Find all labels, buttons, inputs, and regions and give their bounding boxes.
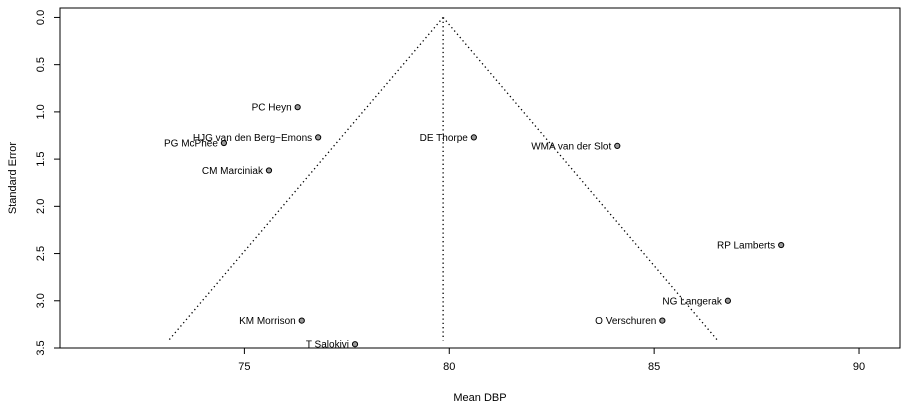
data-point-group: KM Morrison	[239, 316, 305, 327]
x-tick-label: 85	[648, 361, 660, 373]
data-point	[265, 167, 273, 174]
data-point-group: PC Heyn	[252, 103, 301, 114]
data-point-label: NG Langerak	[662, 296, 722, 307]
data-point-group: CM Marciniak	[202, 166, 273, 177]
data-point	[351, 341, 359, 348]
data-point	[724, 297, 732, 304]
data-point-label: O Verschuren	[595, 316, 656, 327]
funnel-left-line	[168, 17, 444, 341]
y-tick-label: 0.0	[35, 10, 47, 25]
y-tick-label: 3.0	[35, 293, 47, 308]
data-point	[614, 142, 621, 149]
data-point-group: O Verschuren	[595, 316, 666, 327]
data-point-label: CM Marciniak	[202, 166, 264, 177]
data-point	[315, 134, 322, 141]
data-point	[659, 317, 666, 324]
data-point-label: PG McPhee	[164, 139, 218, 150]
data-point-label: RP Lamberts	[717, 241, 775, 252]
data-point-group: T Salokivi	[306, 340, 359, 351]
data-point	[220, 139, 228, 147]
y-tick-label: 3.5	[35, 340, 47, 355]
data-point-group: DE Thorpe	[420, 133, 477, 144]
y-axis-title: Standard Error	[7, 142, 19, 214]
x-axis: 75 80 85 90	[238, 347, 865, 373]
y-tick-label: 2.5	[35, 246, 47, 261]
y-tick-label: 0.5	[35, 57, 47, 72]
plot-frame	[59, 7, 901, 349]
data-point-label: DE Thorpe	[420, 133, 469, 144]
funnel-right-line	[442, 17, 719, 341]
x-axis-title: Mean DBP	[453, 392, 506, 404]
y-axis: 0.0 0.5 1.0 1.5 2.0 2.5 3.0 3.5	[35, 10, 61, 356]
data-point-label: WMA van der Slot	[531, 141, 611, 152]
data-point-label: T Salokivi	[306, 340, 349, 351]
data-point	[298, 317, 305, 324]
data-point-group: PG McPhee	[164, 139, 228, 150]
data-point	[294, 104, 301, 111]
funnel-lines	[168, 17, 719, 341]
y-tick-label: 1.5	[35, 151, 47, 166]
data-point-group: NG Langerak	[662, 296, 732, 307]
data-point-group: HJG van den Berg−Emons	[193, 133, 322, 144]
data-point-label: KM Morrison	[239, 316, 296, 327]
y-tick-label: 2.0	[35, 199, 47, 214]
data-point-label: PC Heyn	[252, 103, 292, 114]
data-point	[778, 241, 785, 249]
data-point-group: RP Lamberts	[717, 241, 785, 252]
x-tick-label: 75	[238, 361, 250, 373]
y-tick-label: 1.0	[35, 104, 47, 119]
x-tick-label: 80	[443, 361, 455, 373]
data-point-group: WMA van der Slot	[531, 141, 621, 152]
x-tick-label: 90	[853, 361, 865, 373]
data-point-label: HJG van den Berg−Emons	[193, 133, 312, 144]
data-point	[470, 134, 477, 141]
